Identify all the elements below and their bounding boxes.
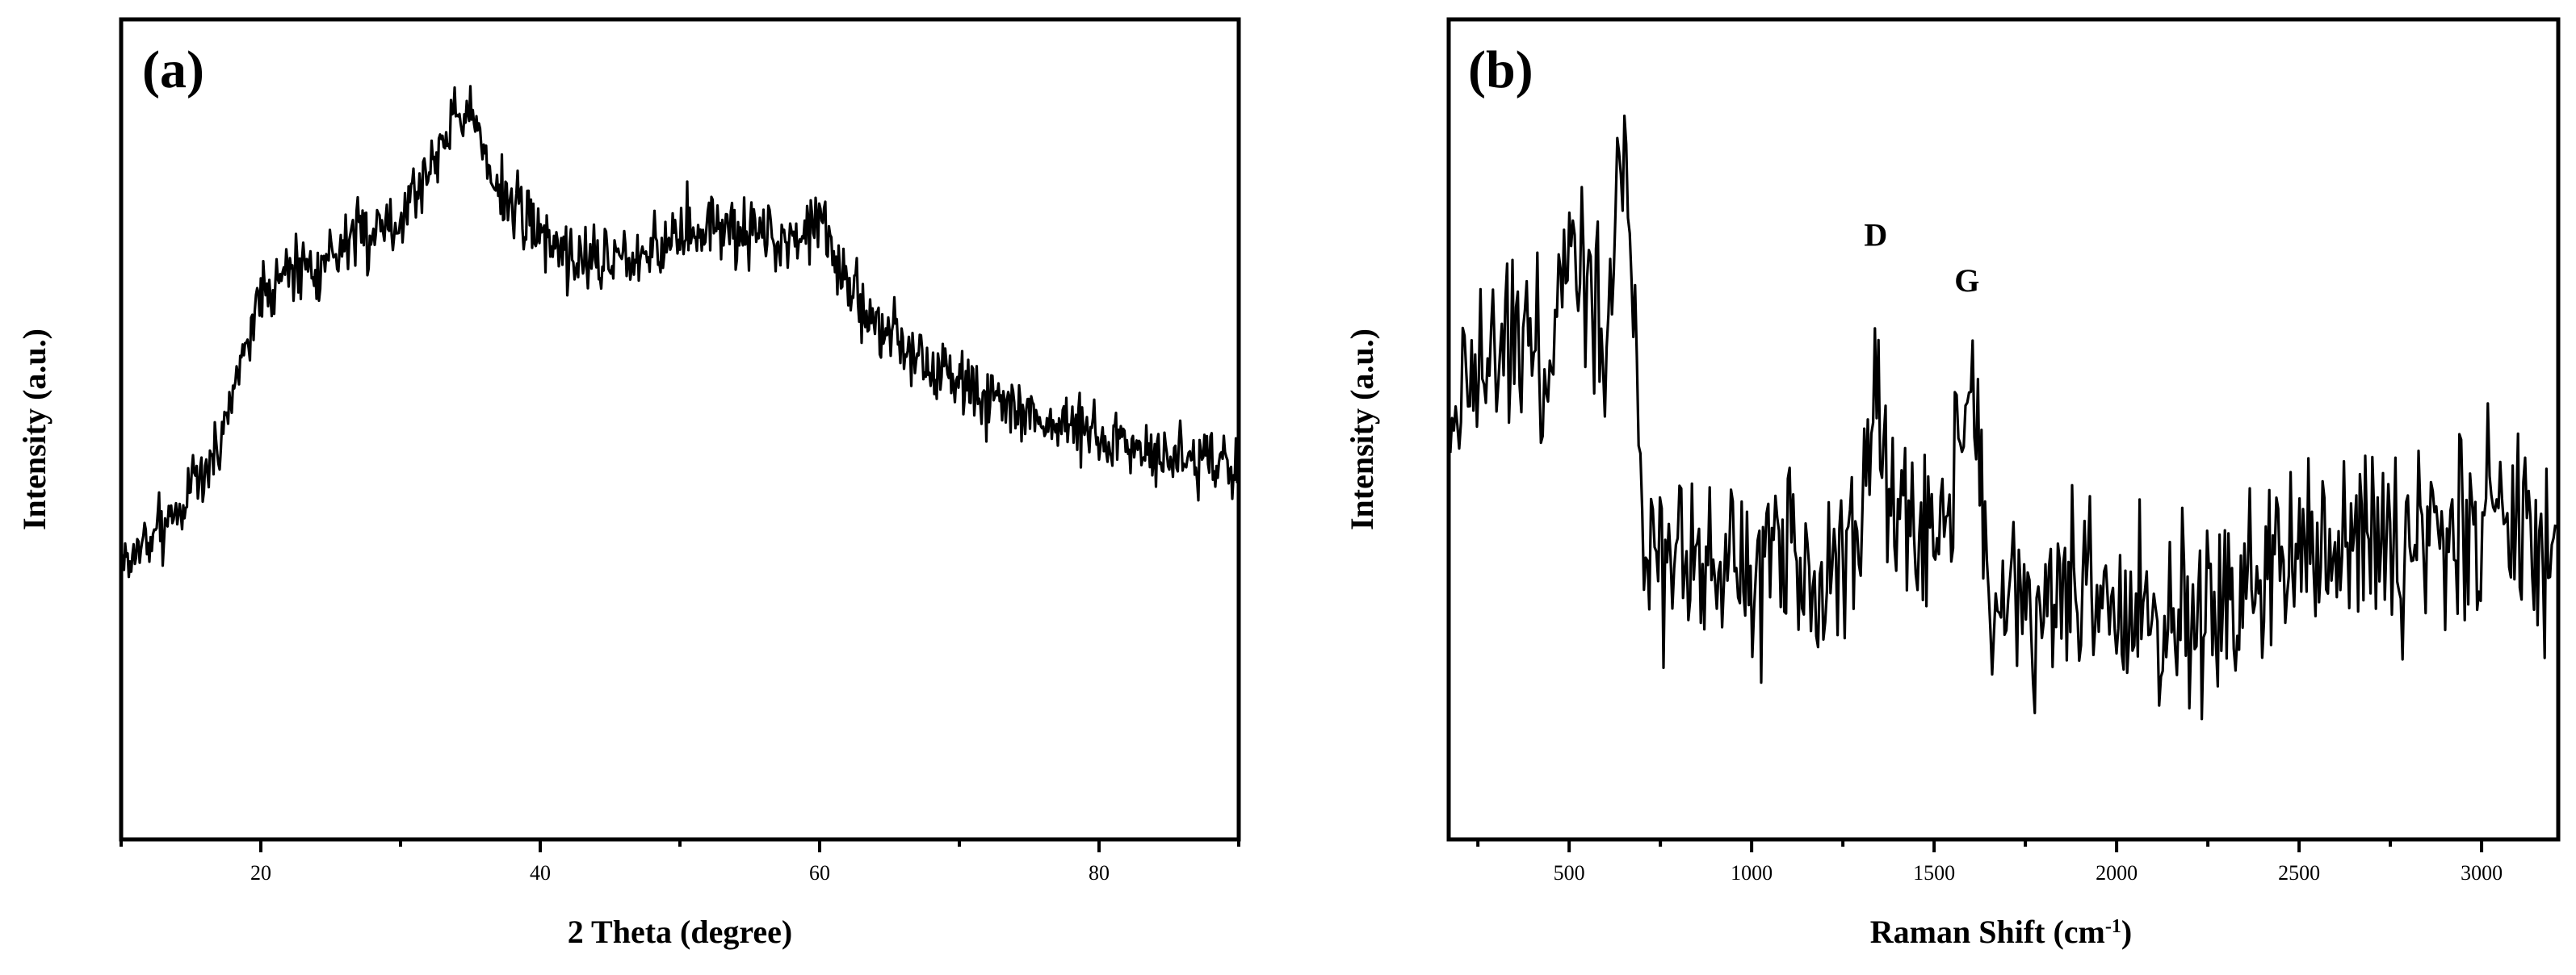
panel-a-x-ticks: 20 40 60 80 — [120, 839, 1240, 885]
panel-b-peak-label-g: G — [1954, 262, 1979, 299]
panel-b-x-tick-label: 500 — [1554, 861, 1585, 885]
panel-b-x-tick-label: 1500 — [1913, 861, 1955, 885]
panel-a-plot-frame — [119, 17, 1241, 842]
panel-a-x-tick-label: 60 — [809, 861, 830, 885]
panel-b-plot-frame — [1446, 17, 2561, 842]
panel-b-x-tick-label: 3000 — [2461, 861, 2503, 885]
panel-a-x-tick-label: 20 — [250, 861, 271, 885]
panel-b-peak-label-d: D — [1864, 216, 1887, 253]
panel-b-series-line — [1449, 114, 2557, 721]
panel-a-y-axis-label: Intensity (a.u.) — [16, 328, 52, 530]
panel-b-x-ticks: 500 1000 1500 2000 2500 3000 — [1476, 839, 2503, 885]
panel-a-xrd-chart: 20 40 60 80 (a) 2 Theta (degree) Intensity … — [16, 17, 1241, 950]
panel-a-label: (a) — [142, 40, 204, 99]
panel-a-x-tick-label: 80 — [1089, 861, 1110, 885]
panel-a-series-line — [121, 85, 1239, 579]
panel-b-x-tick-label: 2000 — [2096, 861, 2138, 885]
panel-a-x-tick-label: 40 — [530, 861, 551, 885]
panel-b-x-axis-label: Raman Shift (cm-1) — [1870, 914, 2132, 950]
panel-b-x-tick-label: 2500 — [2278, 861, 2320, 885]
panel-b-y-axis-label: Intensity (a.u.) — [1344, 328, 1380, 530]
panel-a-x-axis-label: 2 Theta (degree) — [568, 914, 792, 950]
panel-b-x-axis-label-main: Raman Shift (cm — [1870, 914, 2105, 950]
panel-b-x-axis-label-tail: ) — [2121, 914, 2132, 950]
panel-b-x-axis-label-superscript: -1 — [2105, 916, 2121, 937]
panel-b-label: (b) — [1468, 40, 1533, 99]
panel-b-raman-chart: 500 1000 1500 2000 2500 3000 (b) D G Raman Sh… — [1344, 17, 2561, 950]
panel-b-x-tick-label: 1000 — [1731, 861, 1773, 885]
